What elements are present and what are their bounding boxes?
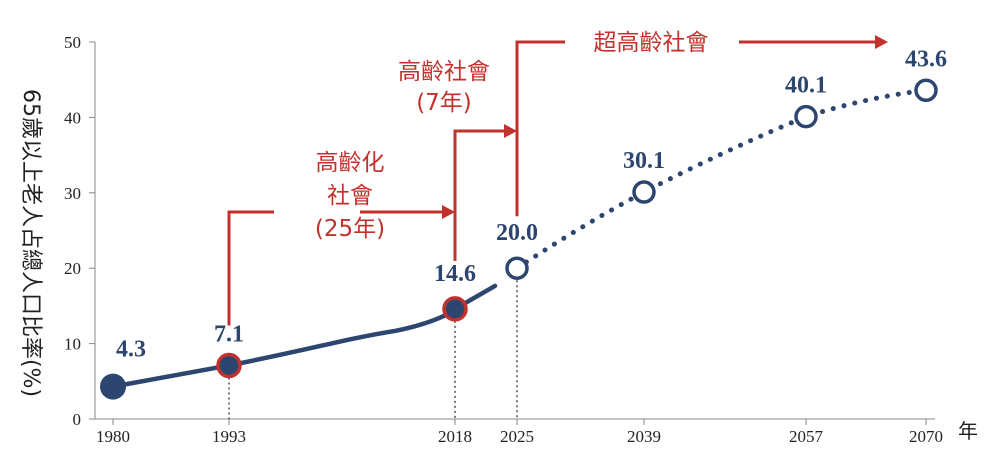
arrow-superaged — [875, 35, 888, 49]
data-point-1980 — [100, 373, 126, 400]
bracket-superaged-left — [515, 40, 565, 217]
annotation-aging-line-2: (25年) — [315, 216, 385, 242]
x-tick-label: 1980 — [96, 427, 130, 446]
x-tick-label: 2039 — [627, 427, 661, 446]
data-label-2057: 40.1 — [785, 73, 827, 99]
data-point-2018 — [442, 296, 468, 322]
data-label-2018: 14.6 — [434, 261, 476, 287]
data-label-2070: 43.6 — [905, 46, 947, 72]
axes: 0 10 20 30 40 50 1980 1993 2018 2025 2039 2057 2070 — [64, 33, 943, 446]
x-tick-label: 2070 — [909, 427, 943, 446]
annotation-superaged: 超高齡社會 — [594, 30, 709, 56]
drop-lines — [228, 280, 518, 419]
data-point-2070 — [914, 78, 938, 103]
annotation-aged-line-0: 高齡社會 — [398, 59, 490, 85]
y-tick-label: 10 — [64, 335, 81, 354]
x-tick-label: 2057 — [789, 427, 824, 446]
data-point-2025 — [505, 256, 529, 280]
data-label-2039: 30.1 — [623, 148, 665, 174]
y-tick-label: 30 — [64, 184, 81, 203]
y-tick-label: 40 — [64, 108, 81, 127]
data-markers: 4.3 7.1 14.6 20.0 30.1 40.1 43.6 — [100, 46, 947, 400]
series-line-actual — [110, 283, 498, 389]
y-axis-label: 65歲以上老人占總人口比率(%) — [18, 89, 43, 397]
x-tick-label: 1993 — [212, 427, 246, 446]
data-label-1993: 7.1 — [214, 321, 244, 347]
y-tick-label: 20 — [64, 259, 81, 278]
x-tick-label: 2025 — [500, 427, 534, 446]
bracket-aged — [453, 129, 505, 261]
annotation-aging-line-1: 社會 — [327, 183, 373, 209]
data-point-2057 — [794, 104, 818, 129]
annotation-aged-line-1: (7年) — [416, 90, 472, 116]
data-label-1980: 4.3 — [116, 337, 146, 363]
arrow-aged — [504, 124, 517, 138]
y-tick-label: 50 — [64, 33, 81, 52]
y-tick-label: 0 — [73, 410, 82, 429]
data-point-2039 — [632, 180, 656, 204]
series-line-projected — [514, 87, 929, 271]
data-point-1993 — [216, 352, 242, 379]
annotation-aging-line-0: 高齡化 — [316, 150, 385, 176]
x-axis-unit: 年 — [958, 419, 978, 443]
x-tick-label: 2018 — [438, 427, 472, 446]
bracket-aging-left — [227, 210, 274, 326]
arrow-aging — [442, 205, 455, 219]
data-label-2025: 20.0 — [496, 220, 538, 246]
